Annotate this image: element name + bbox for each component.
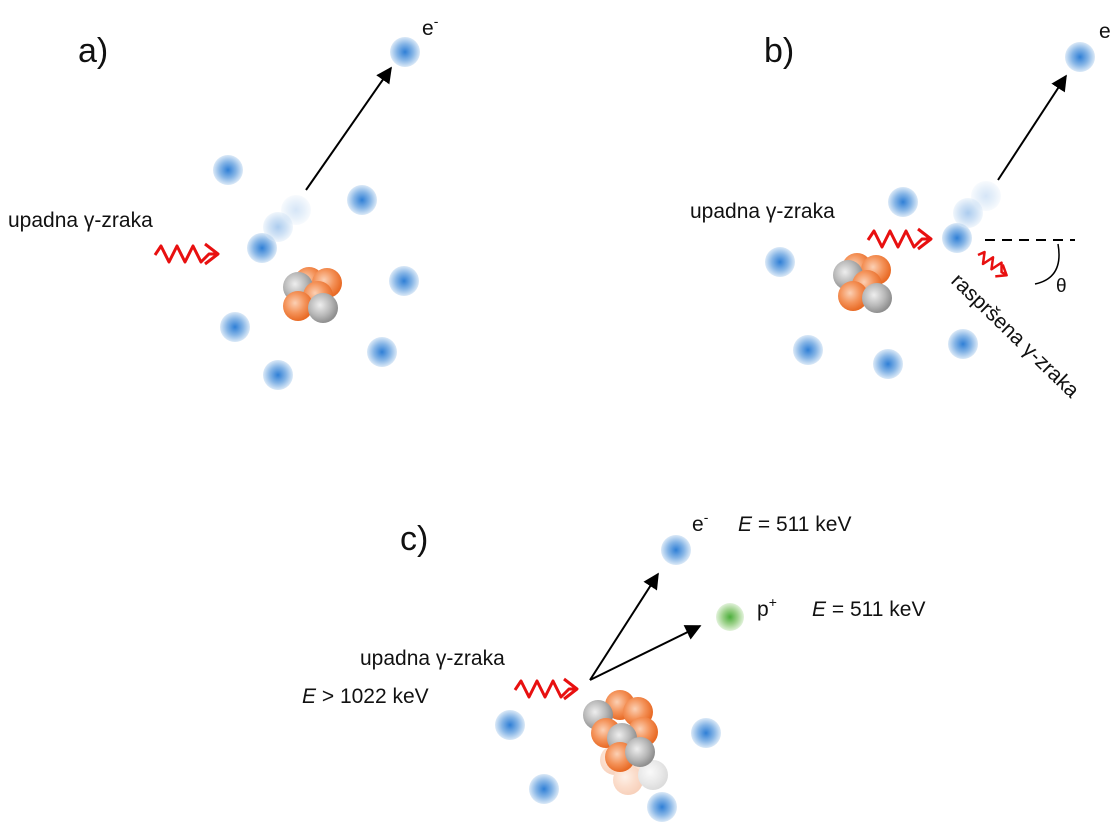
panel-c-electron-label: e- [692,509,709,536]
panel-a-electrons [213,37,420,390]
nucleus-icon [583,690,668,795]
electron [220,312,250,342]
emitted-electron [661,535,691,565]
electron-trajectory-arrow [305,66,392,191]
panel-c-positron-energy: E = 511 keV [812,598,925,621]
photon-wave-icon [513,677,579,701]
electron [495,710,525,740]
panel-b-label: b) [764,32,794,70]
scattered-photon-icon [977,250,1008,278]
electron-trajectory-arrow [589,572,659,681]
electron [347,185,377,215]
angle-arc [1034,243,1060,285]
electron [793,335,823,365]
electron [529,774,559,804]
nucleus-icon [283,267,342,323]
electron [948,329,978,359]
panel-c-electron-energy: E = 511 keV [738,513,851,536]
positron-trajectory-arrow [589,625,702,681]
photon-wave-icon [153,242,220,266]
ejected-electron [390,37,420,67]
electron [263,360,293,390]
panel-a-label: a) [78,32,108,70]
electron [367,337,397,367]
positron-icon [716,603,744,631]
electron-ghost [971,181,1001,211]
panel-c-incident-energy: E > 1022 keV [302,685,429,708]
panel-c-incident-label: upadna γ-zraka [360,647,505,670]
angle-theta-label: θ [1056,276,1067,297]
electron [213,155,243,185]
nucleus-icon [833,253,892,313]
electron-ghost [281,195,311,225]
panel-b-electrons [765,42,1095,379]
panel-b-incident-label: upadna γ-zraka [690,200,835,223]
panel-a: a) upadna γ-zraka e- [8,13,439,390]
electron [765,247,795,277]
electron-trajectory-arrow [997,74,1067,181]
photon-wave-icon [866,227,933,251]
electron [888,187,918,217]
panel-c-positron-label: p+ [757,594,777,621]
panel-c-electrons [495,535,721,822]
electron [873,349,903,379]
panel-c: c) [302,509,925,822]
panel-c-label: c) [400,520,428,558]
panel-a-incident-label: upadna γ-zraka [8,209,153,232]
panel-b-electron-label: e [1099,20,1111,43]
panel-b: b) [690,20,1111,403]
panel-a-electron-label: e- [422,13,439,40]
electron [942,223,972,253]
electron [647,792,677,822]
electron [691,718,721,748]
ejected-electron [1065,42,1095,72]
electron [247,233,277,263]
electron [389,266,419,296]
